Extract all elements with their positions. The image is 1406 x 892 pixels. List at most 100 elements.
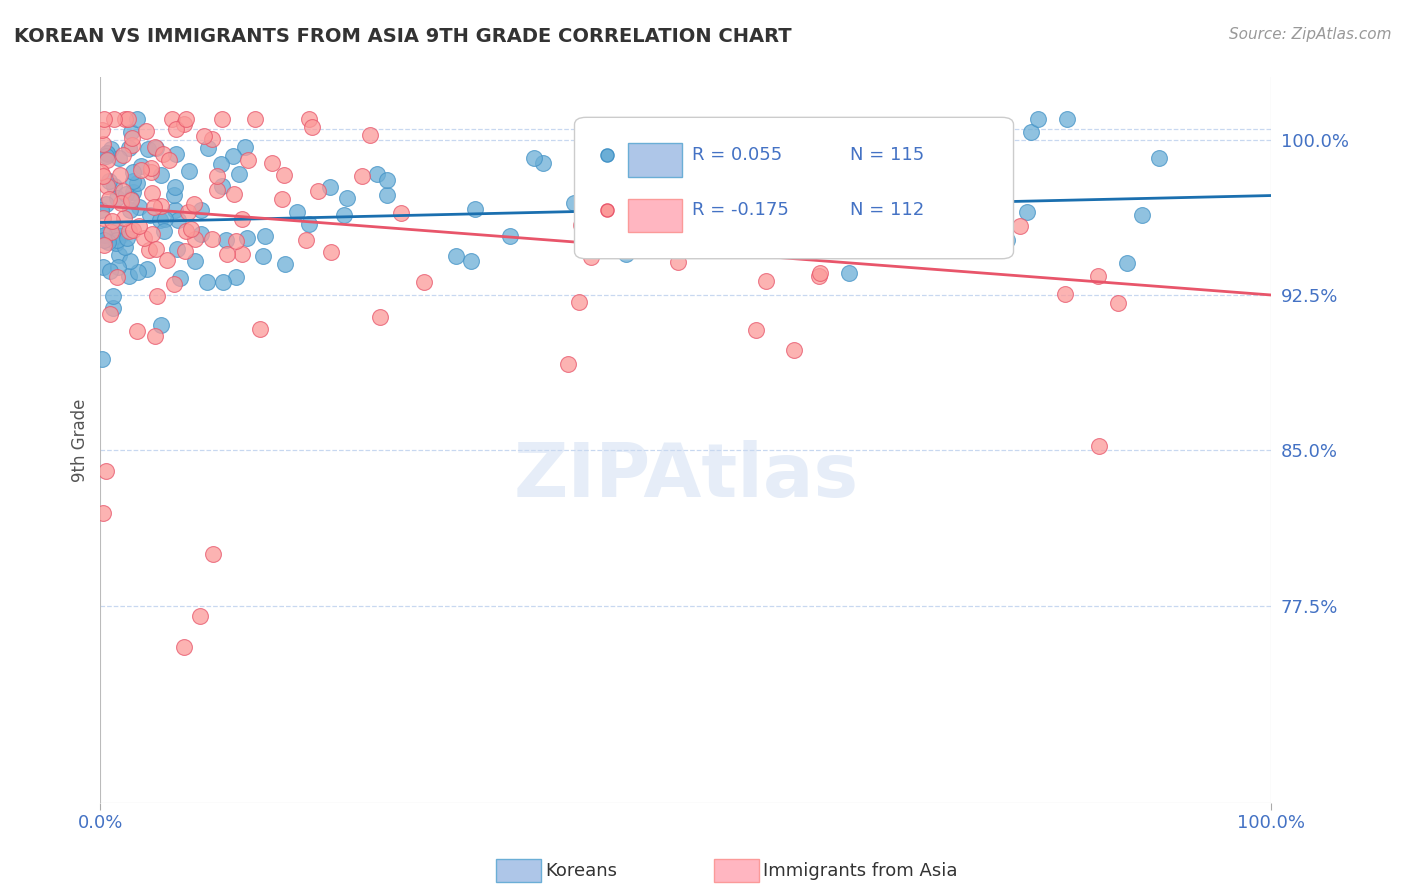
Point [128,219,150,233]
Point [717,235,740,250]
Point [111,184,134,198]
Point [1019,125,1042,139]
Point [142,200,165,214]
Point [569,218,592,232]
Point [1088,440,1111,454]
Point [125,112,148,126]
Point [150,318,173,332]
Point [139,164,162,178]
Point [121,185,143,199]
Point [166,242,188,256]
Point [103,112,125,126]
Point [752,141,775,155]
Point [127,265,149,279]
Point [165,146,187,161]
Point [1107,295,1129,310]
Point [630,159,652,173]
Point [793,237,815,252]
Point [808,267,831,281]
Point [96,153,118,168]
Point [115,186,138,201]
Point [245,112,267,127]
Point [190,227,212,241]
Point [156,252,179,267]
Point [94,464,117,478]
Point [105,223,128,237]
Text: KOREAN VS IMMIGRANTS FROM ASIA 9TH GRADE CORRELATION CHART: KOREAN VS IMMIGRANTS FROM ASIA 9TH GRADE… [14,27,792,45]
Point [145,141,167,155]
Point [678,213,700,227]
Point [298,112,321,126]
Point [596,512,619,526]
Point [301,120,323,134]
Point [215,234,238,248]
Text: ZIPAtlas: ZIPAtlas [513,440,858,513]
Point [995,233,1018,247]
Point [97,235,120,249]
Point [148,212,170,227]
Point [413,275,436,289]
Point [90,202,112,217]
Point [91,211,114,226]
Point [97,174,120,188]
Point [100,264,122,278]
Point [91,169,114,184]
Point [91,260,114,275]
Point [1056,112,1078,126]
Point [444,249,467,263]
Point [141,161,163,175]
Point [298,217,321,231]
Point [801,196,824,211]
Point [157,153,180,167]
Point [125,176,148,190]
Point [460,253,482,268]
Point [233,140,256,154]
Point [107,270,129,285]
Point [254,229,277,244]
Point [105,233,128,247]
Point [562,196,585,211]
Point [145,242,167,256]
Point [579,250,602,264]
FancyBboxPatch shape [628,144,682,177]
Point [1008,219,1031,234]
Point [336,191,359,205]
Point [205,182,228,196]
Point [249,321,271,335]
Point [366,167,388,181]
Point [153,223,176,237]
Point [531,156,554,170]
Point [174,244,197,258]
Point [636,227,658,242]
Point [252,249,274,263]
Point [922,178,945,193]
Point [134,231,156,245]
Point [557,357,579,371]
Point [184,232,207,246]
Point [209,157,232,171]
Point [1054,287,1077,301]
Point [211,275,233,289]
Point [112,148,135,162]
Point [827,154,849,169]
Point [121,165,143,179]
Point [114,112,136,126]
Point [614,247,637,261]
Point [134,124,156,138]
Point [94,149,117,163]
Point [925,197,948,211]
Point [211,112,233,126]
Point [91,122,114,136]
Point [523,152,546,166]
Point [815,188,838,202]
Point [195,275,218,289]
Y-axis label: 9th Grade: 9th Grade [72,399,89,482]
Point [225,270,247,285]
Point [190,202,212,217]
Point [285,205,308,219]
Point [94,227,117,242]
Text: Koreans: Koreans [546,862,617,880]
Point [98,306,121,320]
Point [228,167,250,181]
Point [114,239,136,253]
